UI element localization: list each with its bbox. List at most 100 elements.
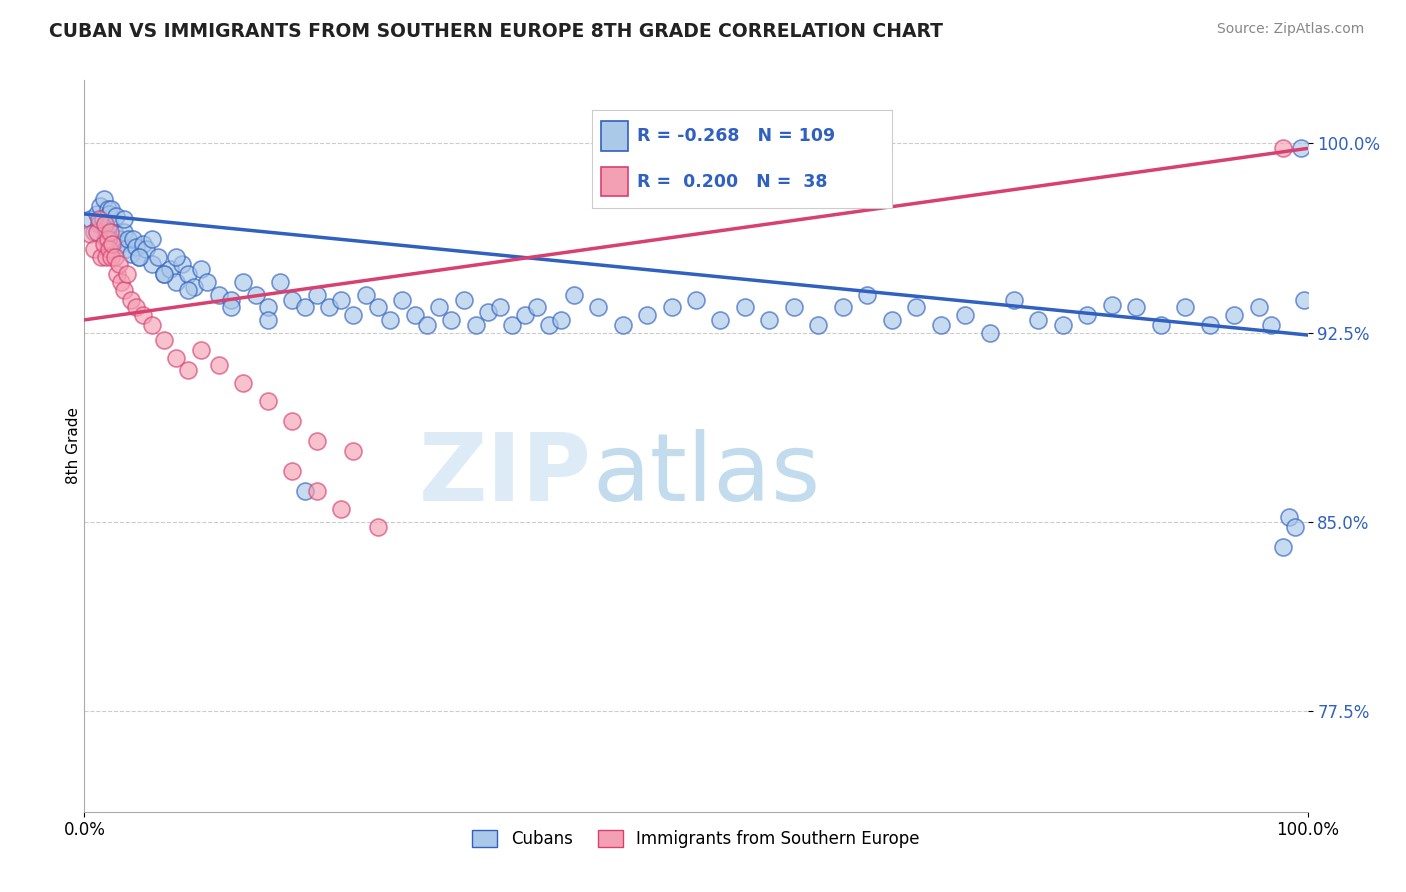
Point (979, 326, 1001, 340)
Point (120, 247, 142, 261)
Point (513, 308, 536, 322)
Point (219, 300, 242, 314)
Point (538, 318, 561, 332)
Point (550, 313, 572, 327)
Point (96, 250, 118, 264)
Point (93, 192, 115, 206)
Point (281, 464, 304, 478)
Point (453, 293, 475, 307)
Point (562, 287, 585, 301)
Point (1002, 293, 1025, 307)
Text: ZIP: ZIP (419, 429, 592, 521)
Point (416, 318, 439, 332)
Point (427, 300, 450, 314)
Point (208, 359, 231, 373)
Point (232, 376, 254, 390)
Point (87, 212, 110, 227)
Point (132, 308, 155, 322)
Point (342, 308, 364, 322)
Point (97, 232, 120, 246)
Point (502, 318, 524, 332)
Point (107, 232, 129, 246)
Point (1260, 318, 1282, 332)
Point (330, 293, 353, 307)
Point (100, 250, 122, 264)
Point (367, 519, 389, 533)
Point (98, 217, 121, 231)
Point (132, 237, 155, 252)
Point (135, 242, 157, 256)
Point (905, 300, 928, 314)
Point (104, 250, 127, 264)
Point (464, 318, 486, 332)
Point (1076, 308, 1098, 322)
Point (305, 484, 328, 499)
Point (294, 484, 316, 499)
Point (177, 363, 200, 377)
Text: Source: ZipAtlas.com: Source: ZipAtlas.com (1216, 22, 1364, 37)
Point (208, 287, 231, 301)
Point (94, 232, 117, 246)
Point (125, 240, 148, 254)
Point (122, 232, 145, 246)
Point (685, 293, 707, 307)
Point (101, 237, 124, 252)
Point (354, 287, 377, 301)
Point (953, 308, 976, 322)
Point (97, 207, 120, 221)
Point (190, 343, 212, 358)
Point (98, 225, 121, 239)
Point (79, 212, 101, 227)
Point (89, 199, 111, 213)
Point (1125, 300, 1147, 314)
Point (1150, 318, 1173, 332)
Point (128, 250, 150, 264)
Point (112, 212, 135, 227)
Point (97, 202, 120, 216)
Point (305, 287, 328, 301)
Point (281, 293, 304, 307)
Point (83, 242, 105, 256)
Point (91, 212, 114, 227)
Point (257, 300, 280, 314)
Point (146, 250, 169, 264)
Point (153, 268, 176, 282)
Legend: Cubans, Immigrants from Southern Europe: Cubans, Immigrants from Southern Europe (465, 823, 927, 855)
Point (96, 222, 118, 236)
Point (831, 300, 853, 314)
Point (1272, 540, 1295, 554)
Point (305, 434, 328, 448)
Point (177, 283, 200, 297)
Point (636, 308, 658, 322)
Point (90, 250, 112, 264)
Point (79, 227, 101, 241)
Point (929, 318, 952, 332)
Point (159, 262, 181, 277)
Point (404, 308, 426, 322)
Point (1174, 300, 1197, 314)
Point (115, 268, 138, 282)
Point (758, 313, 780, 327)
Point (104, 227, 127, 241)
Point (125, 300, 148, 314)
Point (183, 280, 205, 294)
Point (1223, 308, 1246, 322)
Point (281, 414, 304, 428)
Point (105, 210, 128, 224)
Point (294, 300, 316, 314)
Point (110, 237, 132, 252)
Point (612, 318, 634, 332)
Point (330, 502, 353, 516)
Point (880, 313, 903, 327)
Point (87, 217, 110, 231)
Point (93, 237, 115, 252)
Point (380, 313, 402, 327)
Point (115, 242, 138, 256)
Point (1291, 141, 1313, 155)
Point (709, 313, 731, 327)
Point (367, 300, 389, 314)
Point (141, 232, 163, 246)
Point (440, 313, 463, 327)
Point (661, 300, 683, 314)
Point (526, 300, 548, 314)
